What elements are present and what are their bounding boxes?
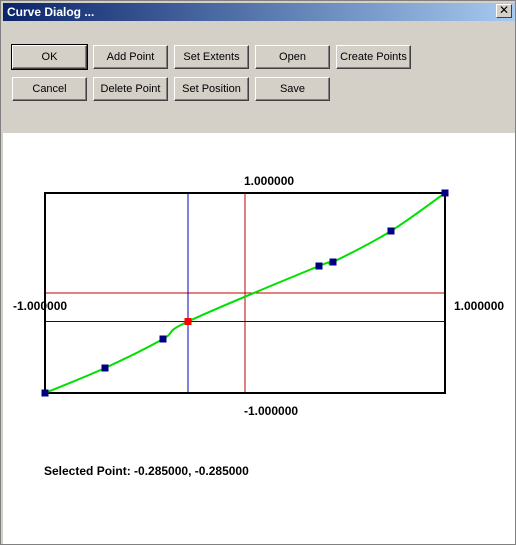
set-position-button[interactable]: Set Position [174,77,249,101]
window-title: Curve Dialog ... [7,5,95,19]
plot-right-label: 1.000000 [454,299,505,313]
control-point[interactable] [159,335,167,343]
control-point[interactable] [441,189,449,197]
curve-line [44,192,446,394]
ok-button[interactable]: OK [11,44,88,70]
plot-frame [44,192,446,394]
close-icon: ✕ [498,3,510,17]
add-point-button[interactable]: Add Point [93,45,168,69]
cancel-button[interactable]: Cancel [12,77,87,101]
create-points-button[interactable]: Create Points [336,45,411,69]
delete-point-button[interactable]: Delete Point [93,77,168,101]
open-button[interactable]: Open [255,45,330,69]
control-point[interactable] [101,364,109,372]
plot-bottom-label: -1.000000 [244,404,299,418]
selected-control-point[interactable] [184,318,192,325]
curve-plot[interactable] [3,133,515,544]
curve-canvas[interactable]: 1.000000 -1.000000 -1.000000 1.000000 Se… [3,133,515,544]
control-point[interactable] [329,258,337,266]
control-point[interactable] [315,262,323,270]
control-point[interactable] [387,227,395,235]
set-extents-button[interactable]: Set Extents [174,45,249,69]
title-bar[interactable]: Curve Dialog ... ✕ [3,3,515,21]
selected-point-status: Selected Point: -0.285000, -0.285000 [44,464,249,478]
plot-left-label: -1.000000 [13,299,68,313]
close-button[interactable]: ✕ [496,4,512,18]
plot-top-label: 1.000000 [244,174,295,188]
save-button[interactable]: Save [255,77,330,101]
control-point[interactable] [41,389,49,397]
